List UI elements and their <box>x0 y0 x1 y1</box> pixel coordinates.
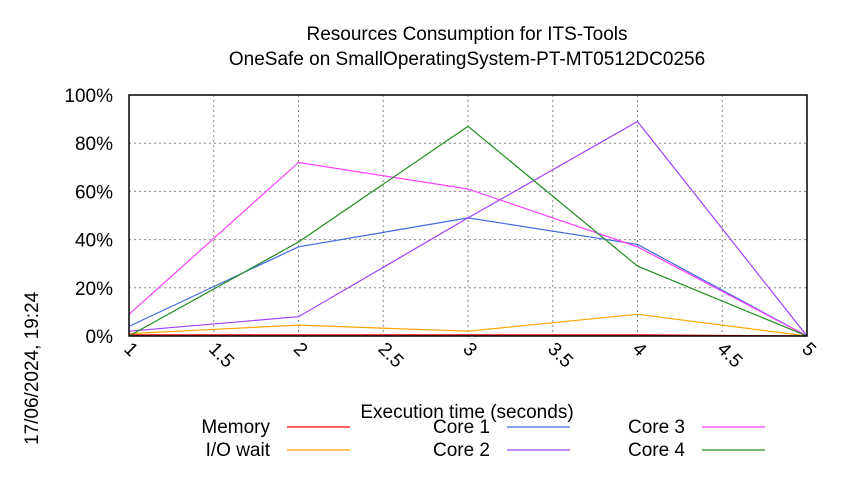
x-axis-label: Execution time (seconds) <box>360 402 573 423</box>
timestamp-label: 17/06/2024, 19:24 <box>22 291 43 445</box>
y-tick-label: 20% <box>75 279 113 300</box>
series-line-memory <box>129 334 808 337</box>
chart-subtitle: OneSafe on SmallOperatingSystem-PT-MT051… <box>229 49 705 70</box>
series-line-i-o-wait <box>128 313 808 337</box>
y-tick-label: 100% <box>64 86 113 107</box>
legend-label: Core 3 <box>628 417 685 438</box>
y-tick-label: 80% <box>75 134 113 155</box>
x-tick-label: 4.5 <box>713 339 747 373</box>
plot-border <box>128 94 808 337</box>
legend-label: I/O wait <box>206 440 271 461</box>
series-line-core-3 <box>128 161 808 337</box>
x-tick-label: 5 <box>797 339 819 361</box>
x-tick-label: 3 <box>458 339 480 361</box>
legend-label: Memory <box>201 417 270 438</box>
x-tick-label: 3.5 <box>543 339 577 373</box>
legend-label: Core 2 <box>433 440 490 461</box>
x-tick-label: 1.5 <box>204 339 238 373</box>
x-tick-label: 2 <box>289 339 311 361</box>
y-tick-label: 0% <box>86 327 114 348</box>
legend-label: Core 4 <box>628 440 685 461</box>
y-tick-label: 40% <box>75 231 113 252</box>
x-tick-label: 4 <box>628 339 651 362</box>
y-tick-label: 60% <box>75 182 113 203</box>
chart-title: Resources Consumption for ITS-Tools <box>306 24 627 45</box>
series-line-core-2 <box>128 120 808 337</box>
series-line-core-4 <box>128 125 808 337</box>
x-tick-label: 1 <box>119 339 141 361</box>
x-tick-label: 2.5 <box>374 339 408 373</box>
legend-label: Core 1 <box>433 417 490 438</box>
